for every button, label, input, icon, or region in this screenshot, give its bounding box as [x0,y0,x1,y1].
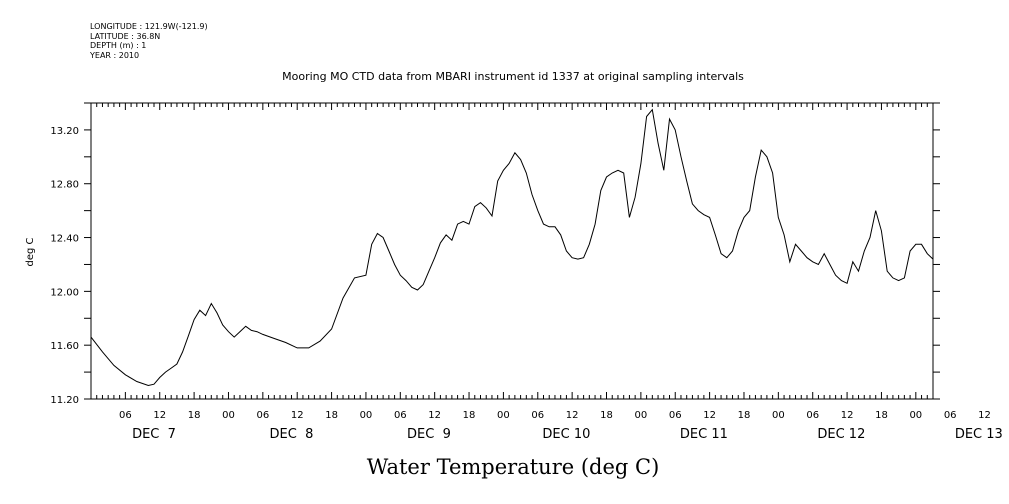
x-tick-label: 12 [153,410,166,421]
metadata-block: LONGITUDE : 121.9W(-121.9) LATITUDE : 36… [90,22,208,60]
x-day-label: DEC 13 [955,427,1003,442]
x-tick-label: 06 [531,410,544,421]
x-tick-label: 00 [635,410,648,421]
x-tick-label: 12 [841,410,854,421]
series-layer [90,108,934,387]
x-tick-label: 00 [222,410,235,421]
y-tick-label: 12.80 [50,180,79,191]
latitude-label: LATITUDE : 36.8N [90,31,161,41]
x-tick-label: 06 [256,410,269,421]
longitude-label: LONGITUDE : 121.9W(-121.9) [90,22,208,31]
y-tick-label: 13.20 [50,126,79,137]
x-tick-label: 00 [909,410,922,421]
x-tick-label: 18 [463,410,476,421]
axes-layer: 06 12 18 00 06 12 18 00 06 12 18 00 06 12 18 00 06 12 18 00… [50,102,1003,442]
y-tick-label: 12.00 [50,287,79,298]
x-tick-label: 12 [428,410,441,421]
x-tick-label: 06 [944,410,957,421]
y-tick-label: 12.40 [50,234,79,245]
x-tick-label: 18 [325,410,338,421]
y-tick-label: 11.20 [50,395,79,406]
x-day-label: DEC 8 [270,427,314,442]
x-day-label: DEC 7 [132,427,176,442]
x-tick-label: 00 [497,410,510,421]
x-tick-label: 12 [978,410,991,421]
x-tick-label: 12 [703,410,716,421]
x-tick-label: 18 [875,410,888,421]
y-tick-label: 11.60 [50,341,79,352]
chart-title: Mooring MO CTD data from MBARI instrumen… [282,70,744,83]
x-tick-label: 06 [119,410,132,421]
x-tick-label: 18 [600,410,613,421]
x-tick-label: 12 [291,410,304,421]
x-day-label: DEC 10 [542,427,590,442]
x-axis-label: Water Temperature (deg C) [367,455,660,479]
x-tick-label: 06 [669,410,682,421]
x-tick-label: 00 [360,410,373,421]
x-tick-label: 06 [806,410,819,421]
x-tick-label: 12 [566,410,579,421]
year-label: YEAR : 2010 [90,50,140,60]
x-tick-label: 18 [188,410,201,421]
x-day-label: DEC 12 [817,427,865,442]
depth-label: DEPTH (m) : 1 [90,41,147,50]
x-tick-label: 06 [394,410,407,421]
x-day-label: DEC 9 [407,427,451,442]
x-tick-label: 00 [772,410,785,421]
x-day-label: DEC 11 [680,427,728,442]
x-tick-label: 18 [738,410,751,421]
temperature-line [90,108,934,387]
y-axis-label: deg C [25,237,36,266]
plot-frame [90,102,934,400]
